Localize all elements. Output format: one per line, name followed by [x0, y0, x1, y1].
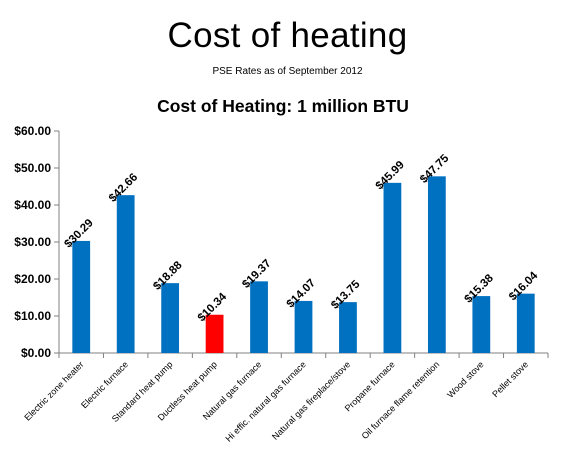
bar	[472, 296, 491, 353]
bar	[116, 195, 135, 353]
slide-subtitle: PSE Rates as of September 2012	[212, 66, 363, 77]
y-tick-label: $50.00	[14, 161, 51, 175]
y-tick-label: $40.00	[14, 198, 51, 212]
y-tick-label: $20.00	[14, 272, 51, 286]
bar	[294, 300, 313, 353]
bar	[427, 176, 446, 353]
x-tick-label: Hi effic. natural gas furnace	[223, 359, 307, 443]
y-tick-label: $30.00	[14, 235, 51, 249]
y-tick-label: $0.00	[21, 346, 51, 360]
bar	[161, 283, 180, 353]
chart-bars	[72, 176, 535, 354]
bar	[516, 293, 535, 353]
x-tick-label: Pellet stove	[490, 359, 530, 399]
chart-axes: $0.00 $10.00 $20.00 $30.00 $40.00 $50.00 $60.0…	[14, 124, 549, 360]
x-tick-label: Natural gas fireplace/stove	[270, 359, 352, 441]
bar	[339, 302, 357, 354]
slide-title: Cost of heating	[167, 16, 408, 55]
y-tick-label: $10.00	[14, 309, 51, 323]
x-tick-label: Oil furnace flame retention	[360, 359, 442, 441]
bar	[72, 240, 91, 353]
x-tick-label: Electric furnace	[79, 359, 130, 410]
y-tick-label: $60.00	[14, 124, 51, 138]
x-tick-label: Wood stove	[445, 359, 486, 400]
bar	[205, 314, 224, 353]
bar	[383, 182, 402, 353]
chart-title: Cost of Heating: 1 million BTU	[157, 96, 409, 116]
x-tick-label: Electric zone heater	[22, 359, 85, 422]
bar	[250, 281, 268, 353]
